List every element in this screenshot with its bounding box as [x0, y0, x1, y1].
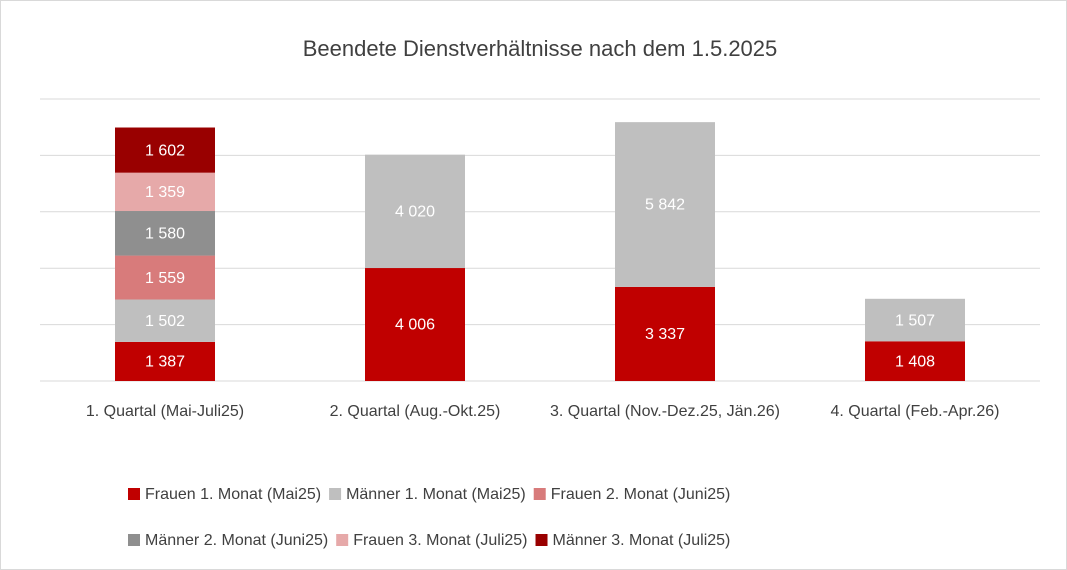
legend-swatch — [535, 534, 548, 546]
bar-segment — [865, 298, 965, 342]
legend-label: Frauen 2. Monat (Juni25) — [551, 486, 731, 503]
data-label: 4 006 — [395, 317, 435, 334]
bar-segment — [615, 122, 715, 287]
legend-swatch — [128, 488, 140, 500]
x-tick-label: 2. Quartal (Aug.-Okt.25) — [330, 403, 501, 420]
chart-title: Beendete Dienstverhältnisse nach dem 1.5… — [303, 36, 778, 61]
data-label: 5 842 — [645, 197, 685, 214]
legend-swatch — [533, 488, 546, 500]
bar-segment — [115, 341, 215, 381]
bar-segment — [865, 341, 965, 381]
legend-label: Frauen 1. Monat (Mai25) — [145, 486, 321, 503]
data-label: 1 559 — [145, 270, 185, 287]
bar-segment — [615, 286, 715, 381]
bar-segment — [115, 211, 215, 256]
x-tick-label: 3. Quartal (Nov.-Dez.25, Jän.26) — [550, 403, 780, 420]
data-label: 4 020 — [395, 204, 435, 221]
bar-segment — [365, 154, 465, 269]
bar-segment — [115, 127, 215, 173]
legend-swatch — [336, 534, 349, 546]
legend-label: Frauen 3. Monat (Juli25) — [353, 532, 527, 549]
legend-label: Männer 2. Monat (Juni25) — [145, 532, 328, 549]
bar-segment — [115, 299, 215, 342]
data-label: 1 602 — [145, 142, 185, 159]
legend-label: Männer 3. Monat (Juli25) — [553, 532, 731, 549]
data-label: 1 408 — [895, 353, 935, 370]
data-label: 1 502 — [145, 313, 185, 330]
x-tick-label: 4. Quartal (Feb.-Apr.26) — [831, 403, 1000, 420]
x-tick-label: 1. Quartal (Mai-Juli25) — [86, 403, 244, 420]
data-label: 1 507 — [895, 312, 935, 329]
data-label: 3 337 — [645, 326, 685, 343]
legend-swatch — [128, 534, 140, 546]
legend-label: Männer 1. Monat (Mai25) — [346, 486, 526, 503]
data-label: 1 387 — [145, 354, 185, 371]
data-label: 1 359 — [145, 184, 185, 201]
bar-segment — [115, 255, 215, 300]
bar-segment — [365, 268, 465, 381]
legend-swatch — [329, 488, 342, 500]
bar-segment — [115, 172, 215, 212]
data-label: 1 580 — [145, 226, 185, 243]
